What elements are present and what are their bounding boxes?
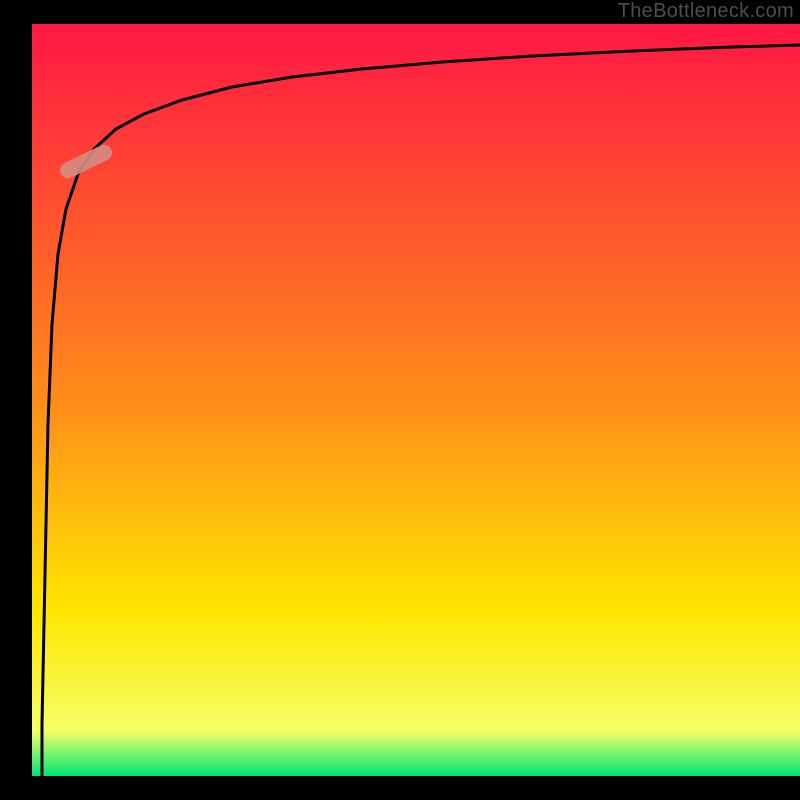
watermark-text: TheBottleneck.com bbox=[618, 0, 794, 23]
chart-plot-area bbox=[32, 24, 800, 776]
chart-frame: TheBottleneck.com bbox=[0, 0, 800, 800]
